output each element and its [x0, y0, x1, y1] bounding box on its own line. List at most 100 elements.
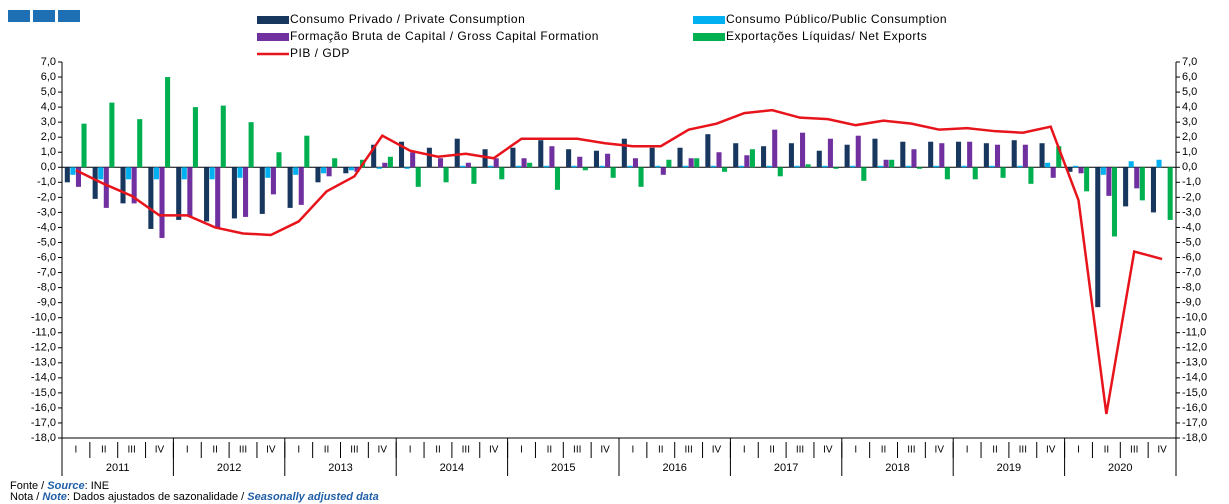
bar [499, 167, 505, 180]
y2-tick-label: 0,0 [1182, 161, 1197, 173]
bar [1139, 167, 1145, 201]
y-tick-label: -2,0 [37, 191, 56, 203]
y2-tick-label: 6,0 [1182, 71, 1197, 83]
bar [916, 167, 923, 169]
x-tick-label: III [1130, 445, 1138, 456]
bar [398, 141, 405, 168]
bar [1128, 161, 1134, 168]
x-group-label: 2020 [1108, 462, 1132, 474]
x-tick-label: IV [935, 445, 945, 456]
bar [566, 149, 572, 168]
x-tick-label: II [324, 445, 330, 456]
bar [911, 149, 917, 168]
bar [404, 167, 410, 169]
bar [554, 167, 561, 190]
bar [621, 138, 627, 168]
x-tick-label: I [743, 445, 746, 456]
y2-tick-label: -4,0 [1182, 221, 1201, 233]
bar [933, 165, 939, 168]
y2-tick-label: -11,0 [1182, 327, 1206, 339]
y-tick-label: -9,0 [37, 297, 56, 309]
bar [939, 143, 945, 168]
bar [387, 156, 393, 168]
y-tick-label: -15,0 [31, 387, 56, 399]
logo-block [8, 10, 30, 22]
y-tick-label: -14,0 [31, 372, 56, 384]
y2-tick-label: 4,0 [1182, 101, 1197, 113]
bar [265, 167, 271, 178]
bar [883, 159, 889, 168]
bar [766, 165, 772, 168]
bar [465, 162, 471, 168]
x-group-label: 2018 [885, 462, 909, 474]
bar [705, 134, 711, 168]
x-tick-label: II [992, 445, 998, 456]
x-tick-label: II [769, 445, 775, 456]
bar [510, 147, 516, 168]
x-tick-label: II [435, 445, 441, 456]
bar [276, 152, 282, 168]
bar [410, 152, 416, 168]
bar [1100, 167, 1106, 175]
bar [415, 167, 421, 187]
bar [816, 150, 822, 168]
legend-swatch [257, 16, 289, 24]
bar [176, 167, 182, 220]
x-group-label: 2014 [440, 462, 464, 474]
bar [872, 138, 878, 168]
source: Fonte / Source: INE [10, 480, 109, 492]
x-group-label: 2015 [551, 462, 575, 474]
y2-tick-label: 2,0 [1182, 131, 1197, 143]
x-group-label: 2012 [217, 462, 241, 474]
y2-tick-label: 1,0 [1182, 146, 1197, 158]
bar [571, 165, 577, 168]
y-tick-label: 1,0 [41, 146, 56, 158]
x-tick-label: II [881, 445, 887, 456]
x-tick-label: I [854, 445, 857, 456]
x-group-label: 2016 [662, 462, 686, 474]
y2-tick-label: -13,0 [1182, 357, 1207, 369]
bar [900, 141, 906, 168]
bar [237, 167, 243, 178]
x-tick-label: I [409, 445, 412, 456]
y2-tick-label: -7,0 [1182, 266, 1201, 278]
bar [1095, 167, 1101, 308]
bar [304, 135, 310, 168]
x-tick-label: IV [378, 445, 388, 456]
bar [298, 167, 304, 205]
bar [983, 143, 989, 168]
bar [928, 141, 934, 168]
bar [716, 152, 722, 168]
bar [744, 155, 750, 168]
legend-swatch [693, 33, 725, 41]
bar [1011, 140, 1017, 168]
bar [153, 167, 159, 180]
x-tick-label: II [658, 445, 664, 456]
bar [794, 165, 800, 168]
bar [961, 165, 967, 168]
bar [1067, 167, 1073, 172]
bar [1134, 167, 1140, 189]
bar [332, 158, 338, 168]
bar [989, 165, 995, 168]
bar [1106, 167, 1112, 196]
y2-tick-label: -15,0 [1182, 387, 1207, 399]
x-tick-label: IV [1157, 445, 1167, 456]
bar [354, 167, 360, 172]
y-tick-label: -12,0 [31, 342, 56, 354]
y-tick-label: 7,0 [41, 56, 56, 68]
bar [632, 158, 638, 168]
bar [70, 167, 76, 175]
bar [315, 167, 321, 183]
y2-tick-label: -12,0 [1182, 342, 1207, 354]
bar [738, 165, 744, 168]
legend-swatch [693, 16, 725, 24]
bar [1167, 167, 1173, 220]
x-tick-label: II [212, 445, 218, 456]
bar [259, 167, 265, 214]
y2-tick-label: 3,0 [1182, 116, 1197, 128]
x-tick-label: IV [823, 445, 833, 456]
bar [543, 165, 549, 168]
x-tick-label: IV [155, 445, 165, 456]
